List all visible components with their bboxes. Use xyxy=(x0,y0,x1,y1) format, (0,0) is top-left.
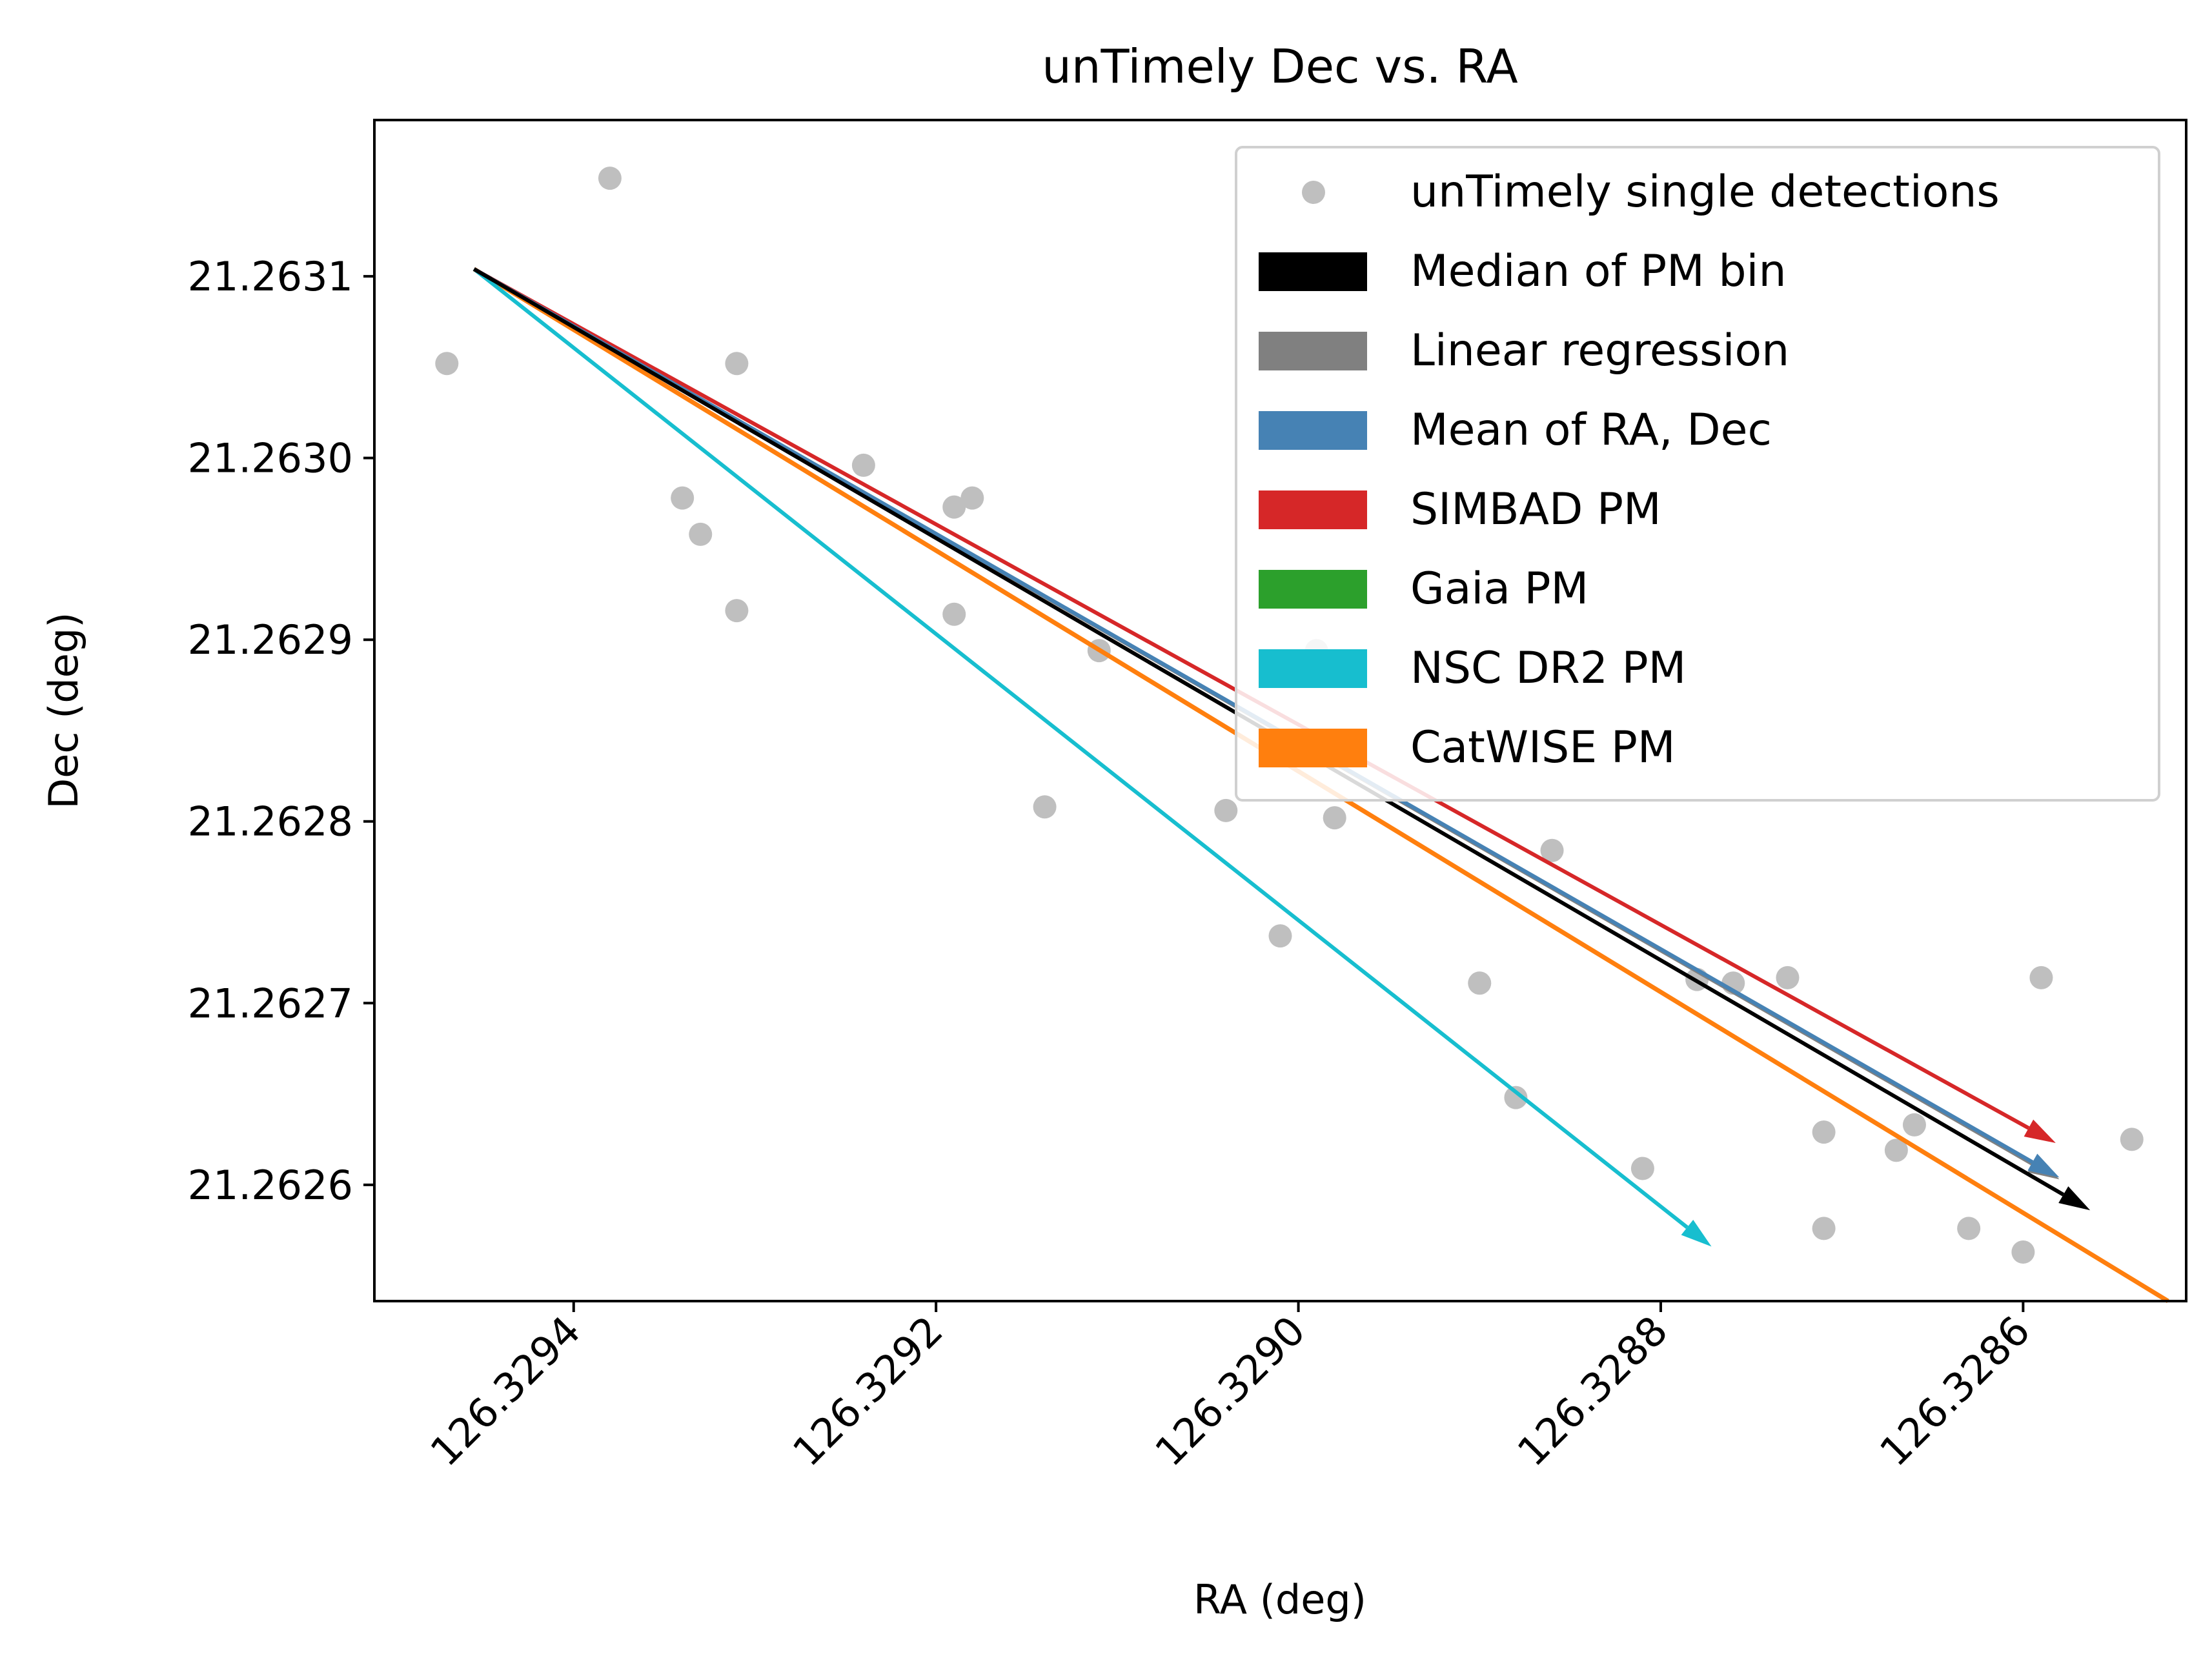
pm-arrow xyxy=(472,267,1712,1247)
scatter-point xyxy=(2029,965,2053,989)
y-tick-label: 21.2627 xyxy=(188,980,353,1027)
legend-label: CatWISE PM xyxy=(1410,722,1676,773)
pm-arrow-head xyxy=(2027,1153,2060,1178)
scatter-point xyxy=(689,522,713,546)
legend-label: Gaia PM xyxy=(1410,563,1588,614)
scatter-point xyxy=(2120,1127,2144,1151)
scatter-point xyxy=(1902,1113,1926,1137)
scatter-point xyxy=(1323,806,1346,830)
y-axis-label: Dec (deg) xyxy=(40,612,87,809)
y-tick-label: 21.2629 xyxy=(188,616,353,663)
scatter-point xyxy=(671,486,695,510)
legend-swatch xyxy=(1259,649,1367,688)
y-tick-label: 21.2630 xyxy=(188,435,353,482)
scatter-point xyxy=(1468,971,1492,995)
scatter-point xyxy=(1812,1120,1836,1144)
legend-swatch xyxy=(1259,332,1367,370)
legend-label: SIMBAD PM xyxy=(1410,484,1661,535)
pm-arrow-shaft xyxy=(472,267,1689,1229)
chart-title: unTimely Dec vs. RA xyxy=(1042,39,1517,94)
legend-label: Mean of RA, Dec xyxy=(1410,405,1772,456)
y-tick-label: 21.2631 xyxy=(188,253,353,300)
x-axis-label: RA (deg) xyxy=(1193,1576,1366,1623)
scatter-point xyxy=(1033,795,1057,819)
scatter-point xyxy=(598,167,622,190)
scatter-point xyxy=(435,352,459,376)
scatter-point xyxy=(1268,924,1292,948)
legend-swatch xyxy=(1259,490,1367,529)
legend: unTimely single detections Median of PM b… xyxy=(1235,146,2160,802)
scatter-point xyxy=(725,352,749,376)
scatter-point xyxy=(1812,1217,1836,1240)
scatter-point xyxy=(2011,1240,2035,1264)
scatter-point xyxy=(960,486,984,510)
y-tick-label: 21.2628 xyxy=(188,798,353,845)
legend-label: Median of PM bin xyxy=(1410,246,1787,297)
scatter-point xyxy=(1957,1217,1981,1240)
pm-arrow-head xyxy=(2058,1186,2091,1211)
scatter-point xyxy=(1504,1086,1528,1109)
scatter-point xyxy=(942,495,966,519)
scatter-point xyxy=(1214,798,1238,822)
legend-swatch xyxy=(1259,411,1367,450)
scatter-point xyxy=(1776,965,1800,989)
legend-swatch xyxy=(1259,729,1367,767)
legend-label: unTimely single detections xyxy=(1410,167,2000,217)
scatter-points xyxy=(435,167,2144,1264)
legend-label: NSC DR2 PM xyxy=(1410,643,1686,694)
legend-swatch xyxy=(1259,252,1367,291)
y-tick-label: 21.2626 xyxy=(188,1162,353,1209)
legend-label: Linear regression xyxy=(1410,325,1789,376)
legend-swatch xyxy=(1259,570,1367,609)
scatter-point xyxy=(942,602,966,626)
pm-arrow-head xyxy=(1681,1220,1712,1247)
legend-marker xyxy=(1302,181,1325,204)
legend-box xyxy=(1235,146,2160,802)
scatter-point xyxy=(851,453,875,477)
pm-arrow-head xyxy=(2024,1119,2056,1144)
plot-frame xyxy=(373,119,2187,1302)
scatter-point xyxy=(725,599,749,623)
scatter-point xyxy=(1884,1138,1908,1162)
scatter-point xyxy=(1630,1157,1654,1180)
scatter-point xyxy=(1540,838,1564,862)
